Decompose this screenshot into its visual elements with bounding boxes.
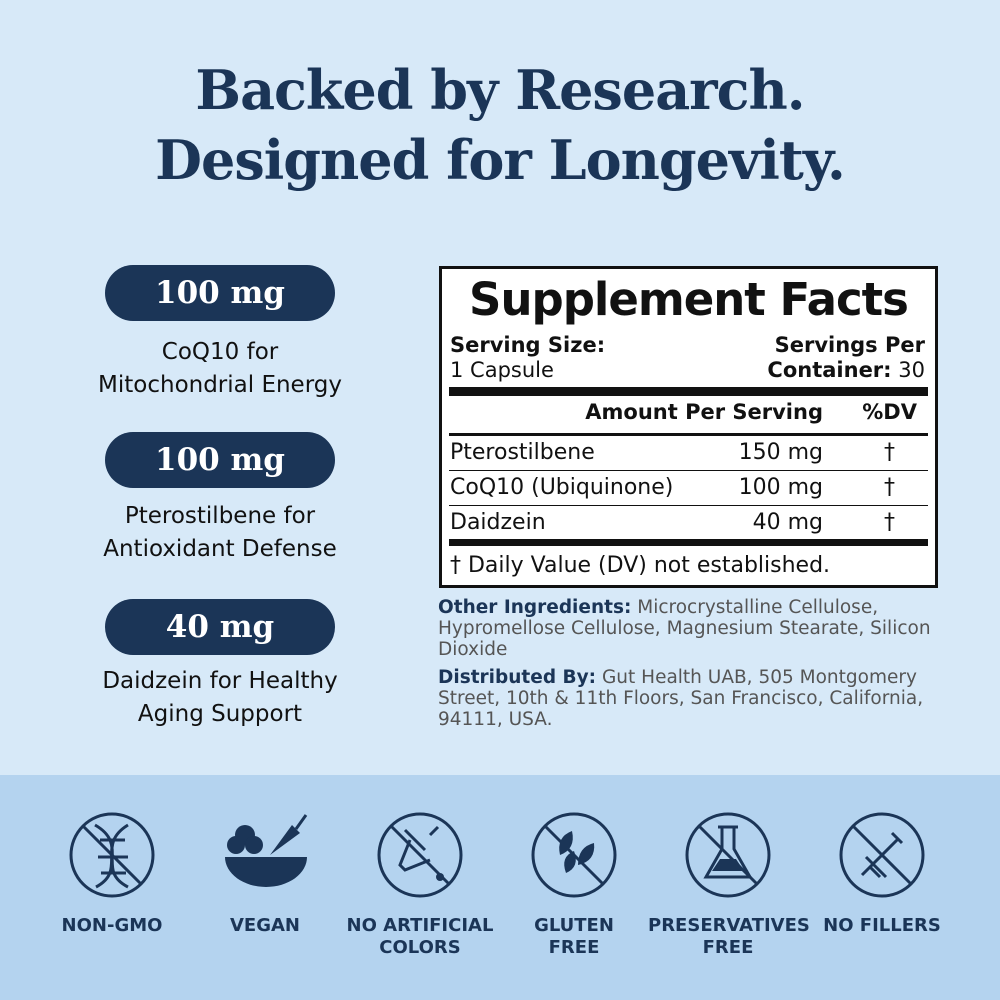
ingredient: CoQ10 (Ubiquinone): [450, 475, 674, 500]
label-line: Mitochondrial Energy: [98, 372, 342, 398]
serving-size: 1 Capsule: [450, 358, 554, 382]
label-line: CoQ10 for: [161, 339, 279, 365]
amount-pill: 40 mg: [105, 599, 335, 655]
thick-rule: [449, 387, 928, 396]
facts-title: Supplement Facts: [469, 273, 909, 326]
text: Microcrystalline Cellulose, Hypromellose…: [438, 597, 931, 660]
servings-per: Container: 30: [767, 358, 925, 382]
highlight-label: CoQ10 for Mitochondrial Energy: [40, 336, 400, 402]
label-line: Pterostilbene for: [124, 503, 316, 529]
thick-rule: [449, 539, 928, 546]
label-line: NO FILLERS: [823, 915, 941, 936]
ingredient: Pterostilbene: [450, 440, 595, 465]
amount-header: Amount Per Serving: [585, 400, 823, 424]
badge-icons: [69, 812, 925, 898]
servings-per-label: Servings Per: [774, 333, 925, 357]
badge-label: GLUTEN FREE: [494, 915, 654, 959]
icon-no-colors: [377, 812, 463, 898]
serving-size-label: Serving Size:: [450, 333, 606, 357]
title-line: Designed for Longevity.: [155, 128, 846, 192]
label-line: FREE: [548, 937, 600, 958]
badge-band: NON-GMO VEGAN NO ARTIFICIAL COLORS GLUTEN FRE…: [0, 775, 1000, 1000]
supplement-facts: Supplement Facts Serving Size: 1 Capsule…: [439, 266, 938, 588]
label-line: NO ARTIFICIAL: [346, 915, 494, 936]
footnote: † Daily Value (DV) not established.: [450, 553, 831, 578]
icon-gluten-free: [531, 812, 617, 898]
badge-label: VEGAN: [185, 915, 345, 937]
amount: 40 mg: [752, 510, 823, 535]
distributed-by: Distributed By: Gut Health UAB, 505 Mont…: [438, 667, 938, 730]
ingredient: Daidzein: [450, 510, 546, 535]
badge-label: NON-GMO: [32, 915, 192, 937]
label-line: COLORS: [379, 937, 461, 958]
servings-per-value: 30: [898, 358, 925, 382]
highlight-label: Pterostilbene for Antioxidant Defense: [40, 500, 400, 566]
rule: [449, 505, 928, 506]
amount: 100 mg: [738, 475, 823, 500]
label-line: PRESERVATIVES: [648, 915, 810, 936]
label: Other Ingredients:: [438, 597, 632, 618]
icon-no-fillers: [839, 812, 925, 898]
rule: [449, 470, 928, 471]
dv: †: [884, 510, 895, 535]
label-line: Aging Support: [137, 701, 303, 727]
text: Gut Health UAB, 505 Montgomery Street, 1…: [438, 667, 924, 730]
label-line: FREE: [702, 937, 754, 958]
servings-per-label: Container:: [767, 358, 892, 382]
label-line: Antioxidant Defense: [103, 536, 337, 562]
dv: †: [884, 475, 895, 500]
dv-header: %DV: [862, 400, 917, 424]
label: Distributed By:: [438, 667, 597, 688]
label-line: GLUTEN: [534, 915, 614, 936]
rule: [449, 433, 928, 436]
badge-label: PRESERVATIVES FREE: [648, 915, 810, 959]
amount-pill: 100 mg: [105, 432, 335, 488]
title-line: Backed by Research.: [195, 58, 805, 122]
label-line: NON-GMO: [61, 915, 163, 936]
badge-label: NO FILLERS: [802, 915, 962, 937]
icon-vegan: [225, 814, 308, 887]
dv: †: [884, 440, 895, 465]
badge-label: NO ARTIFICIAL COLORS: [340, 915, 500, 959]
label-line: VEGAN: [230, 915, 300, 936]
amount: 150 mg: [738, 440, 823, 465]
label-line: Daidzein for Healthy: [102, 668, 338, 694]
icon-non-gmo: [69, 812, 155, 898]
other-ingredients: Other Ingredients: Microcrystalline Cell…: [438, 597, 938, 660]
highlight-label: Daidzein for Healthy Aging Support: [40, 665, 400, 731]
amount-pill: 100 mg: [105, 265, 335, 321]
icon-no-preservatives: [685, 812, 771, 898]
